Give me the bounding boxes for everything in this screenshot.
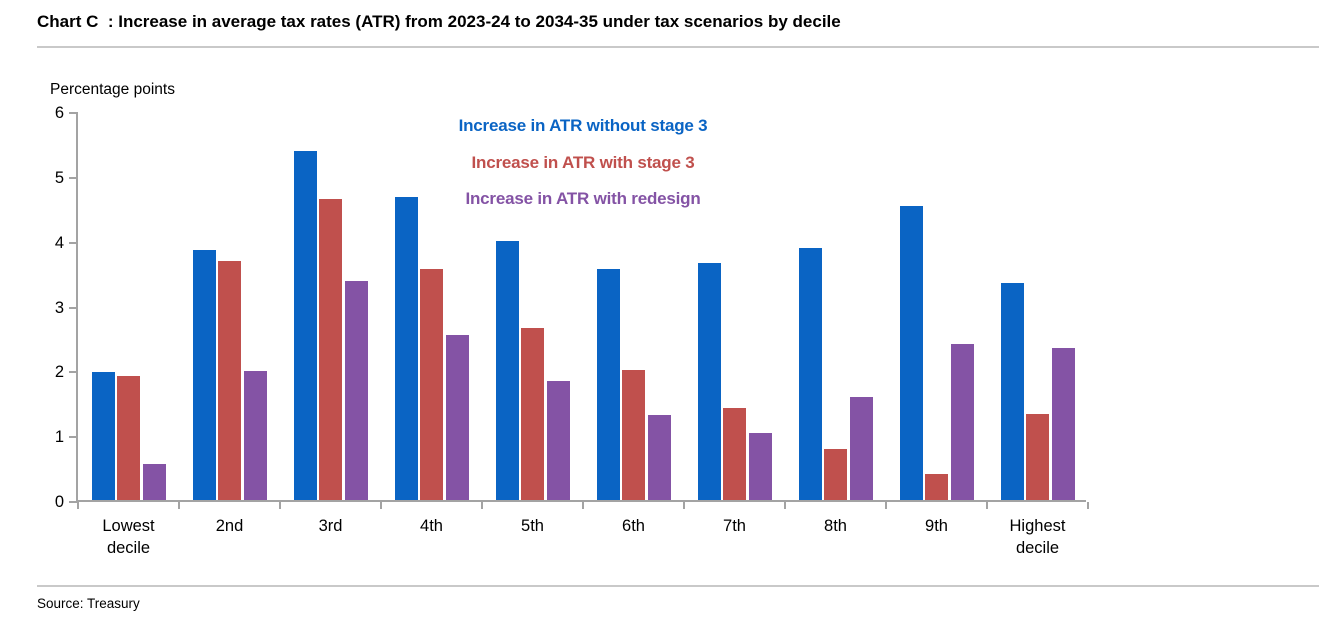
bar-series1-cat5 — [495, 240, 519, 500]
x-tick — [178, 502, 180, 509]
bar-series1-cat6 — [596, 268, 620, 500]
y-axis-unit-label: Percentage points — [50, 81, 175, 98]
y-tick — [69, 241, 78, 244]
bar-series3-cat4 — [445, 334, 469, 500]
bar-series2-cat6 — [622, 369, 645, 500]
bar-series3-cat3 — [344, 280, 368, 500]
bar-series1-cat2 — [192, 249, 216, 500]
bar-series1-cat1 — [91, 372, 115, 500]
bar-series1-cat4 — [394, 197, 418, 500]
x-category-label: 5th — [521, 517, 544, 535]
x-tick — [784, 502, 786, 509]
y-tick-label: 3 — [54, 298, 64, 317]
y-tick-label: 1 — [54, 428, 64, 447]
x-tick — [481, 502, 483, 509]
bar-series2-cat4 — [420, 268, 443, 500]
x-category-label: 8th — [824, 517, 847, 535]
x-category-label: 6th — [622, 517, 645, 535]
title-divider — [37, 46, 1319, 48]
bar-series2-cat8 — [824, 449, 847, 500]
y-tick — [69, 371, 78, 374]
bar-series2-cat5 — [521, 327, 544, 500]
bar-series3-cat7 — [748, 433, 772, 500]
bar-series2-cat7 — [723, 407, 746, 500]
y-tick — [69, 436, 78, 439]
source-text: Source: Treasury — [37, 596, 140, 611]
x-category-label: 4th — [420, 517, 443, 535]
chart-title: Chart C : Increase in average tax rates … — [37, 12, 841, 31]
bar-series2-cat3 — [319, 199, 342, 500]
x-tick — [279, 502, 281, 509]
x-tick — [986, 502, 988, 509]
y-tick — [69, 306, 78, 309]
x-tick — [885, 502, 887, 509]
legend-entry-series2: Increase in ATR with stage 3 — [471, 152, 695, 172]
y-tick — [69, 501, 78, 503]
bar-series2-cat9 — [925, 474, 948, 500]
bar-series3-cat10 — [1051, 347, 1075, 500]
x-category-label: Highest decile — [1009, 517, 1066, 557]
plot-area: Increase in ATR without stage 3 Increase … — [55, 104, 1089, 557]
bar-series3-cat1 — [142, 464, 166, 500]
x-tick — [77, 502, 79, 509]
y-tick-label: 5 — [54, 168, 64, 187]
y-tick-label: 2 — [54, 363, 64, 382]
y-tick-label: 6 — [54, 104, 64, 122]
x-category-label: 2nd — [215, 517, 244, 535]
bar-series3-cat5 — [546, 380, 570, 500]
bar-series2-cat10 — [1026, 413, 1049, 500]
x-tick — [380, 502, 382, 509]
legend-entry-series1: Increase in ATR without stage 3 — [458, 116, 708, 135]
x-category-label: Lowest decile — [102, 517, 155, 557]
bar-series1-cat8 — [798, 248, 822, 500]
bar-series1-cat9 — [899, 206, 923, 500]
bar-series1-cat3 — [293, 151, 317, 500]
bar-series1-cat10 — [1000, 282, 1024, 500]
y-tick-label: 4 — [54, 233, 64, 252]
x-category-label: 3rd — [318, 517, 343, 535]
bar-series2-cat1 — [117, 376, 140, 500]
bar-series2-cat2 — [218, 260, 241, 500]
y-tick-label: 0 — [54, 493, 64, 511]
bar-series3-cat6 — [647, 415, 671, 500]
y-tick — [69, 176, 78, 179]
bar-series1-cat7 — [697, 263, 721, 500]
y-tick — [69, 112, 78, 114]
x-tick — [1087, 502, 1089, 509]
bar-series3-cat2 — [243, 370, 267, 500]
x-tick — [582, 502, 584, 509]
bar-series3-cat9 — [950, 344, 974, 500]
bar-series3-cat8 — [849, 396, 873, 500]
x-category-label: 9th — [925, 517, 948, 535]
footer-divider — [37, 585, 1319, 587]
x-category-label: 7th — [723, 517, 746, 535]
x-tick — [683, 502, 685, 509]
